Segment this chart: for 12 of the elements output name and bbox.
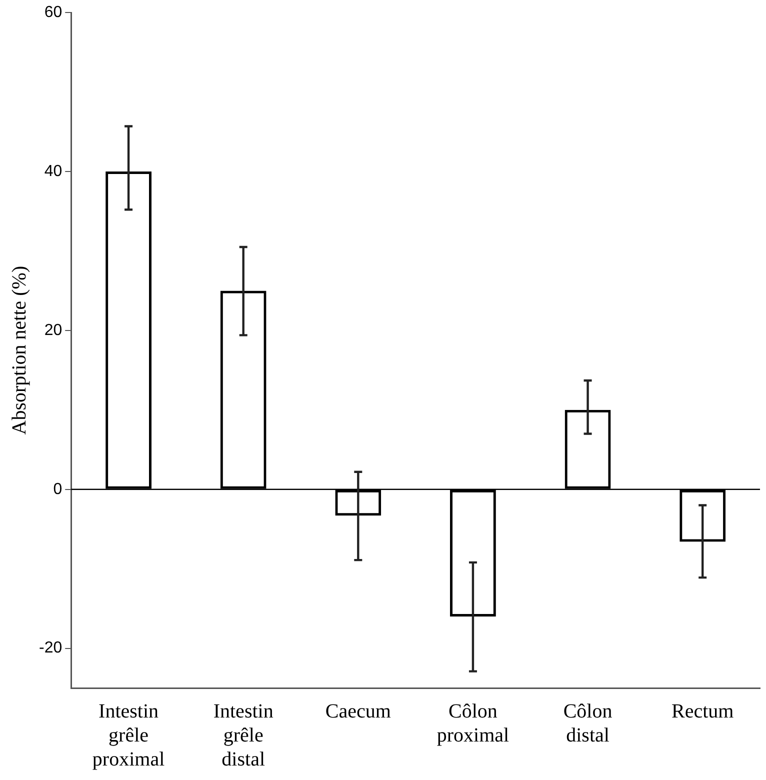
y-tick-label: 20 <box>44 322 62 339</box>
x-tick-label: Intestin grêle proximal <box>92 700 166 770</box>
y-tick-label: 60 <box>44 4 62 22</box>
y-tick-label: -20 <box>39 640 62 657</box>
x-tick-label: Caecum <box>325 700 392 722</box>
y-tick-label: 0 <box>53 480 62 498</box>
x-tick-label: Rectum <box>671 700 734 722</box>
x-tick-label: Côlon proximal <box>436 700 510 746</box>
x-tick-label: Côlon distal <box>563 700 612 746</box>
x-tick-label: Intestin grêle distal <box>213 700 274 770</box>
y-tick-label: 40 <box>44 162 62 180</box>
y-axis-title: Absorption nette (%) <box>8 266 30 435</box>
